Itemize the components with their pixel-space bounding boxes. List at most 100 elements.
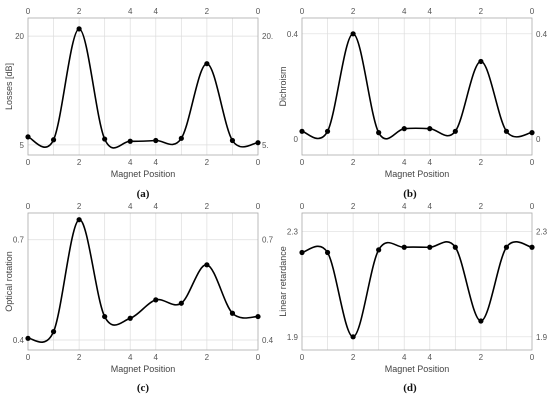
panel-b: 0 2 4 4 2 0 0 2 4 4 2 0 0 0.4 0 0.4 Magnet Position Dichr… [278,7,548,200]
x-tick-label-top: 4 [428,7,433,16]
x-tick-label-top: 4 [402,202,407,211]
x-tick-label-bottom: 4 [402,158,407,167]
x-tick-label-top: 2 [77,7,82,16]
y-tick-label-left: 0.7 [13,236,25,245]
plot-frame [301,17,533,156]
data-point [102,136,108,142]
x-tick-label-bottom: 0 [26,353,31,362]
y-axis-label: Losses [dB] [4,63,14,110]
y-tick-label-left: 1.9 [287,333,299,342]
y-tick-label-right: 0.4 [536,30,548,39]
data-curve [301,33,533,140]
x-axis-label: Magnet Position [111,364,176,374]
data-curve [27,218,259,343]
data-point [299,128,305,134]
data-point [350,334,356,340]
x-tick-label-bottom: 2 [77,353,82,362]
y-tick-label-right: 5. [262,141,269,150]
x-tick-label-bottom: 0 [530,158,535,167]
data-point [255,140,261,146]
x-tick-label-bottom: 4 [128,353,133,362]
x-tick-label-bottom: 4 [428,353,433,362]
x-tick-label-bottom: 4 [428,158,433,167]
x-axis-label: Magnet Position [385,169,450,179]
data-point [153,297,159,303]
y-tick-label-right: 20. [262,32,273,41]
data-point [204,61,210,67]
data-point [324,249,331,256]
x-tick-label-top: 0 [26,7,31,16]
x-tick-label-bottom: 0 [300,353,305,362]
x-tick-label-top: 4 [402,7,407,16]
data-point [529,244,535,250]
x-tick-label-bottom: 0 [530,353,535,362]
data-point [229,310,236,316]
y-tick-label-right: 2.3 [536,227,548,236]
data-point [452,244,458,250]
x-tick-label-bottom: 4 [154,158,159,167]
panel-label: (a) [137,188,150,200]
x-tick-label-bottom: 0 [300,158,305,167]
y-tick-label-right: 1.9 [536,333,548,342]
y-tick-label-right: 0.7 [262,236,274,245]
data-point [478,318,484,324]
data-point [204,262,210,268]
x-tick-label-top: 0 [300,7,305,16]
x-tick-label-bottom: 2 [351,158,356,167]
data-curve [301,241,533,338]
x-tick-label-top: 0 [26,202,31,211]
x-tick-label-top: 0 [256,7,261,16]
data-point [376,247,382,253]
x-tick-label-top: 4 [428,202,433,211]
x-tick-label-bottom: 2 [479,353,484,362]
y-tick-label-left: 5 [20,141,25,150]
x-axis-label: Magnet Position [111,169,176,179]
data-point [102,313,108,320]
plot-frame [27,17,259,156]
data-point [324,128,331,134]
data-point [401,126,407,132]
data-point [178,135,184,141]
data-point [229,137,236,144]
data-point [401,244,407,250]
x-tick-label-top: 4 [154,202,159,211]
x-tick-label-bottom: 0 [256,353,261,362]
data-point [255,313,261,320]
y-tick-label-left: 0.4 [13,336,25,345]
x-tick-label-top: 2 [479,7,484,16]
x-tick-label-bottom: 0 [256,158,261,167]
data-point [25,335,31,341]
data-point [127,315,133,321]
data-point [25,134,31,140]
data-point [529,130,535,136]
data-point [427,126,433,132]
data-point [427,244,433,250]
x-tick-label-bottom: 4 [128,158,133,167]
data-point [76,217,82,223]
x-tick-label-bottom: 2 [205,158,210,167]
x-tick-label-top: 2 [479,202,484,211]
x-tick-label-top: 4 [128,7,133,16]
x-tick-label-top: 2 [205,202,210,211]
plot-frame [301,212,533,351]
data-point [178,300,184,306]
x-tick-label-top: 2 [351,7,356,16]
panel-label: (d) [403,382,417,394]
y-axis-label: Linear retardance [278,246,288,317]
x-tick-label-top: 2 [351,202,356,211]
data-curve [27,28,259,149]
data-point [452,128,458,134]
data-point [127,138,133,144]
data-point [50,329,57,335]
y-tick-label-right: 0.4 [262,336,274,345]
y-tick-label-left: 0.4 [287,30,299,39]
x-tick-label-top: 4 [128,202,133,211]
data-point [299,249,305,256]
data-point [350,31,356,37]
panel-label: (b) [403,188,417,200]
x-tick-label-top: 2 [77,202,82,211]
x-tick-label-top: 4 [154,7,159,16]
x-tick-label-top: 0 [300,202,305,211]
x-tick-label-bottom: 2 [479,158,484,167]
y-axis-label: Optical rotation [4,251,14,312]
